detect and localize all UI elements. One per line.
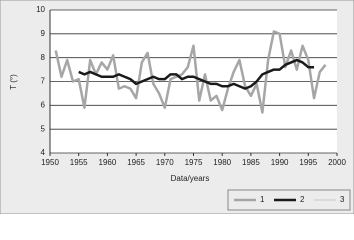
y-tick-label: 5 (41, 124, 46, 133)
legend-label: 1 (260, 195, 265, 204)
y-tick-label: 6 (41, 100, 46, 109)
page: {"chart_data": {"type": "line", "x_label… (0, 0, 354, 214)
chart: Data/years T (°) 4 5 6 7 8 9 10 1950 1955 1960 196… (0, 0, 354, 214)
y-tick-label: 4 (41, 148, 46, 157)
x-tick-label: 1955 (70, 158, 88, 167)
data-line (78, 58, 315, 90)
y-tick-label: 10 (36, 5, 45, 14)
x-axis-label: Data/years (171, 174, 210, 183)
x-tick-label: 1965 (127, 158, 145, 167)
x-tick-label: 1975 (185, 158, 203, 167)
legend-label: 2 (300, 195, 305, 204)
x-tick-label: 1950 (41, 158, 59, 167)
legend-label: 3 (340, 195, 345, 204)
x-tick-label: 1995 (299, 158, 317, 167)
x-tick-label: 2000 (328, 158, 346, 167)
x-tick-label: 1985 (242, 158, 260, 167)
y-axis-label: T (°) (9, 74, 18, 90)
data-line (54, 30, 327, 114)
y-tick-label: 7 (41, 77, 46, 86)
x-tick-label: 1960 (99, 158, 117, 167)
y-tick-label: 8 (41, 53, 46, 62)
x-tick-label: 1980 (213, 158, 231, 167)
x-tick-label: 1970 (156, 158, 174, 167)
x-tick-label: 1990 (271, 158, 289, 167)
y-tick-label: 9 (41, 29, 46, 38)
